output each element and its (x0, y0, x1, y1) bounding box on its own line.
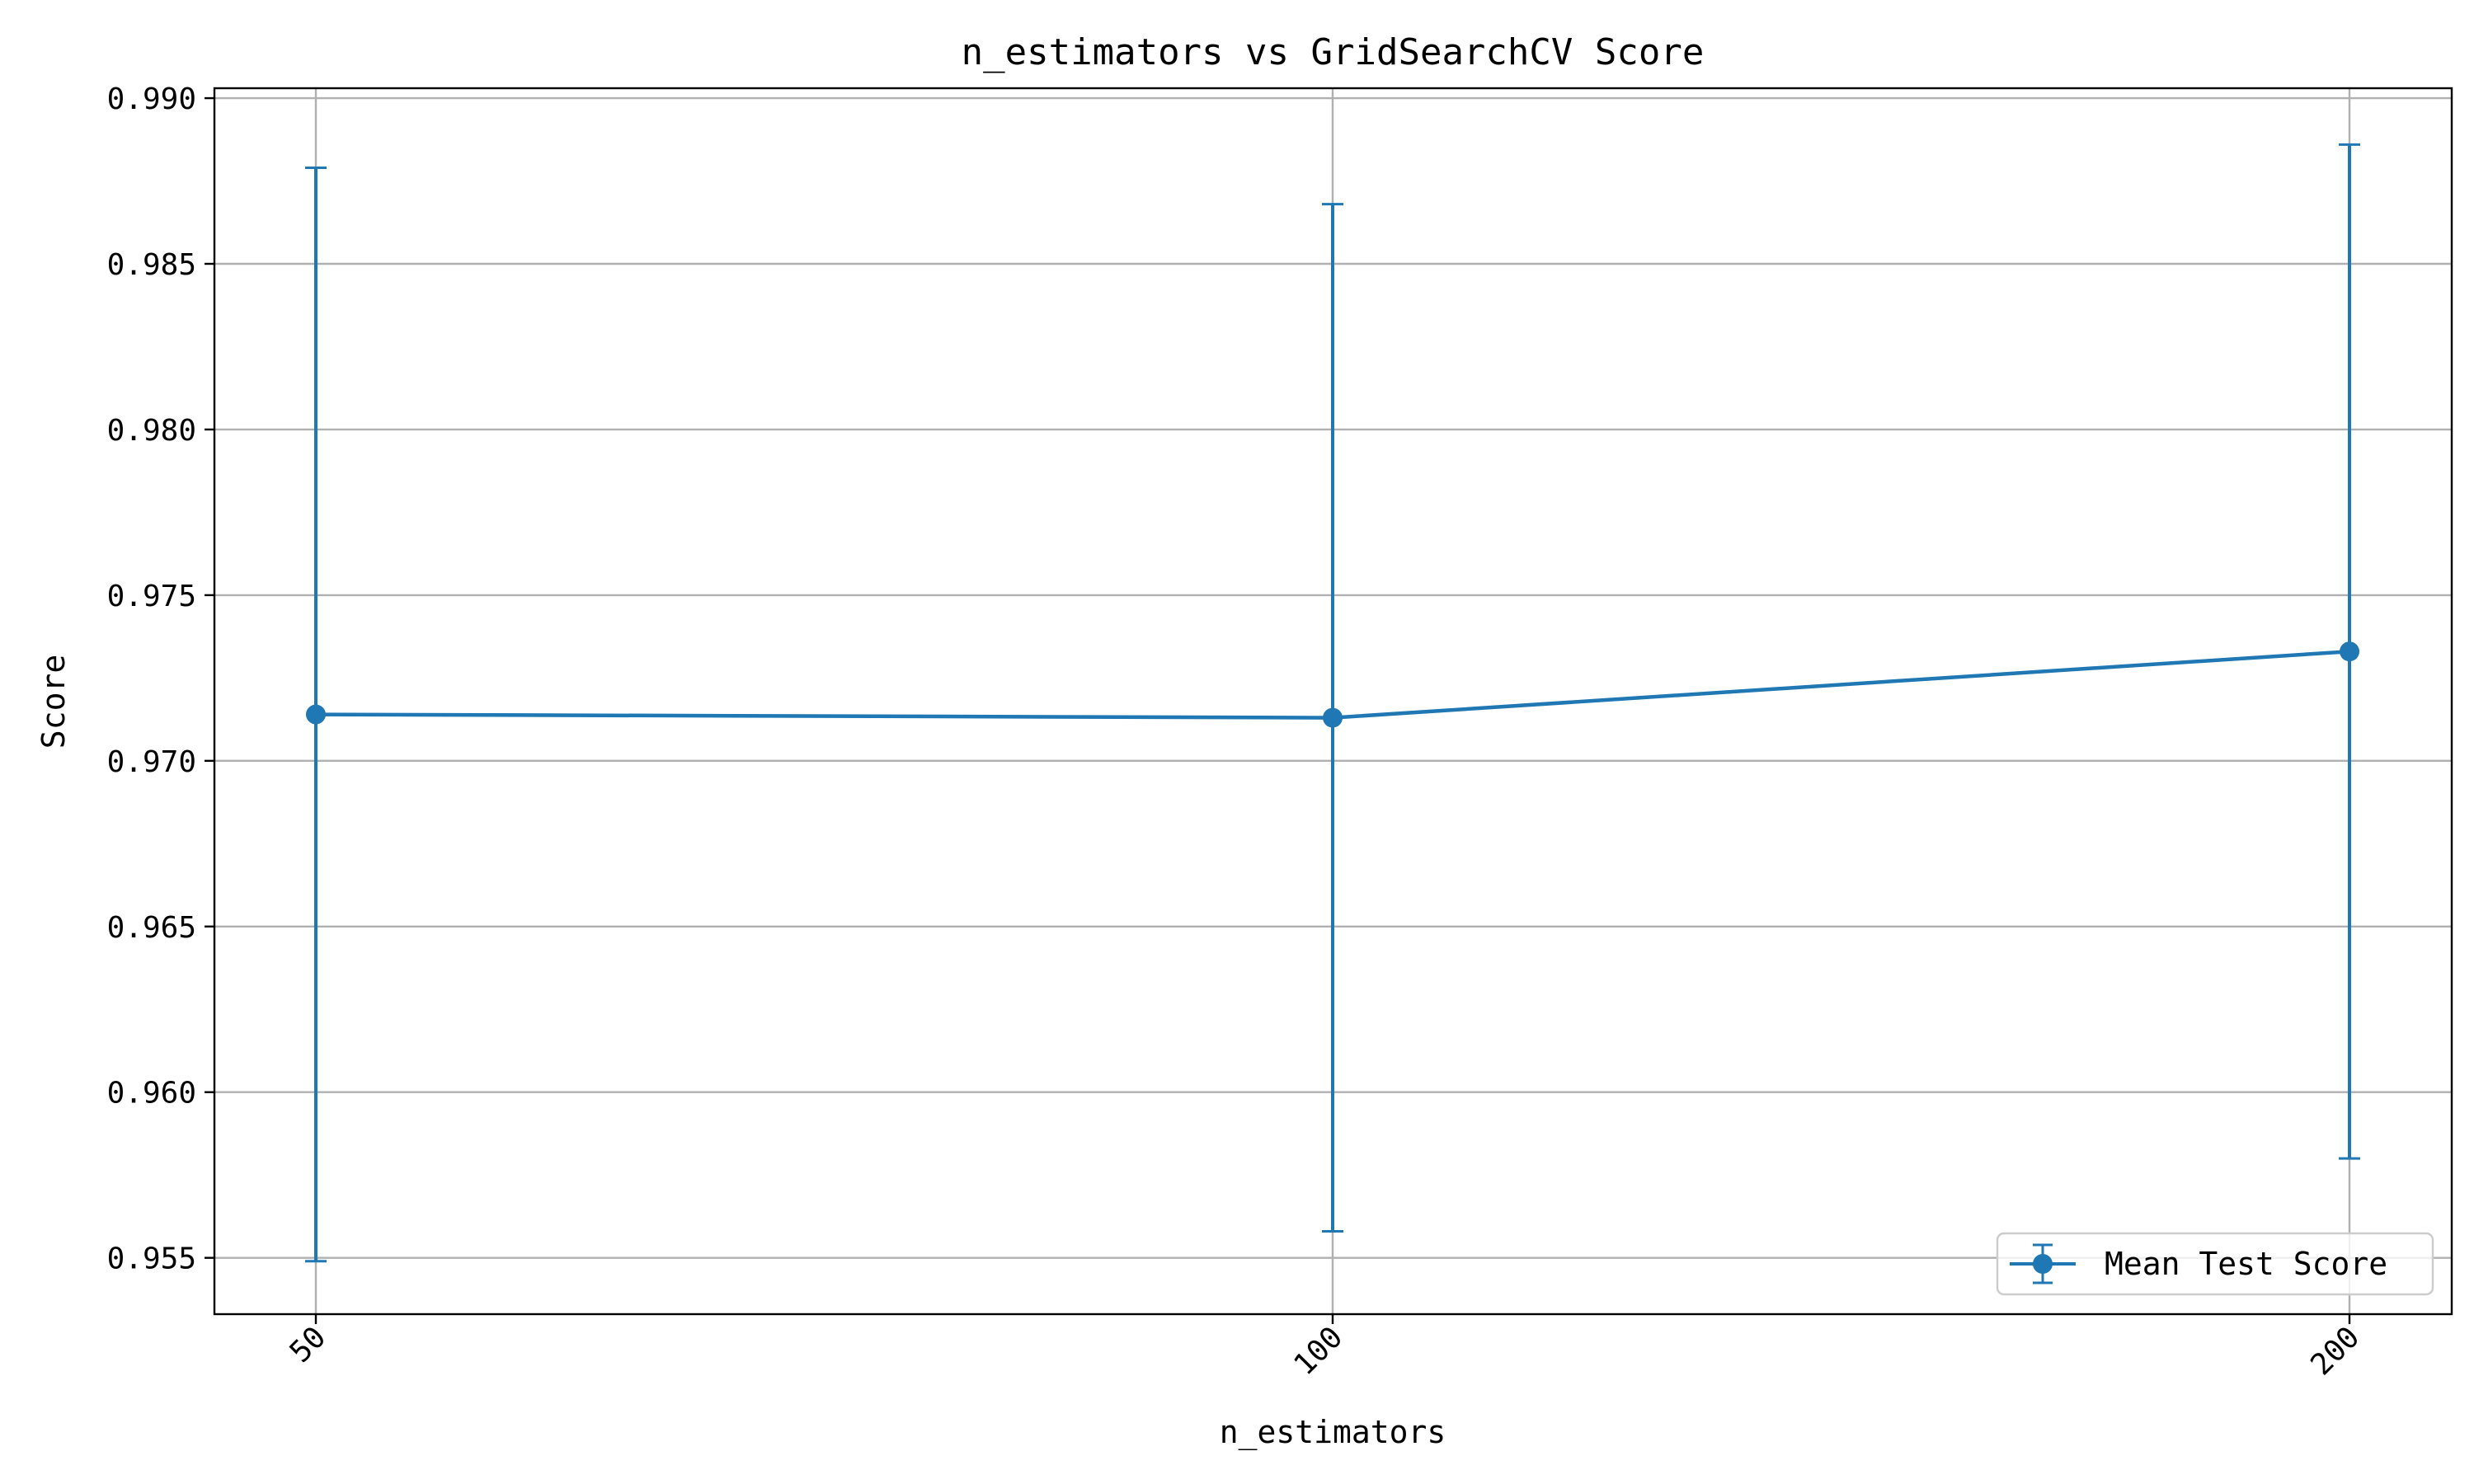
y-tick-label: 0.985 (107, 248, 196, 282)
data-point (306, 704, 326, 725)
legend: Mean Test Score (1996, 1232, 2434, 1296)
legend-point-marker (2033, 1254, 2053, 1274)
y-tick-label: 0.970 (107, 745, 196, 779)
x-axis-label: n_estimators (1220, 1414, 1446, 1451)
legend-box (1996, 1232, 2434, 1296)
y-tick-label: 0.965 (107, 911, 196, 945)
y-tick-label: 0.955 (107, 1242, 196, 1276)
data-point (2340, 641, 2359, 662)
data-point (1323, 707, 1343, 728)
y-tick-label: 0.990 (107, 82, 196, 116)
chart-title: n_estimators vs GridSearchCV Score (962, 31, 1705, 73)
y-tick-label: 0.975 (107, 580, 196, 613)
legend-label: Mean Test Score (2105, 1246, 2387, 1282)
y-tick-label: 0.980 (107, 414, 196, 448)
y-tick-label: 0.960 (107, 1077, 196, 1111)
series-layer (305, 143, 2360, 1263)
y-axis-label: Score (35, 655, 72, 749)
